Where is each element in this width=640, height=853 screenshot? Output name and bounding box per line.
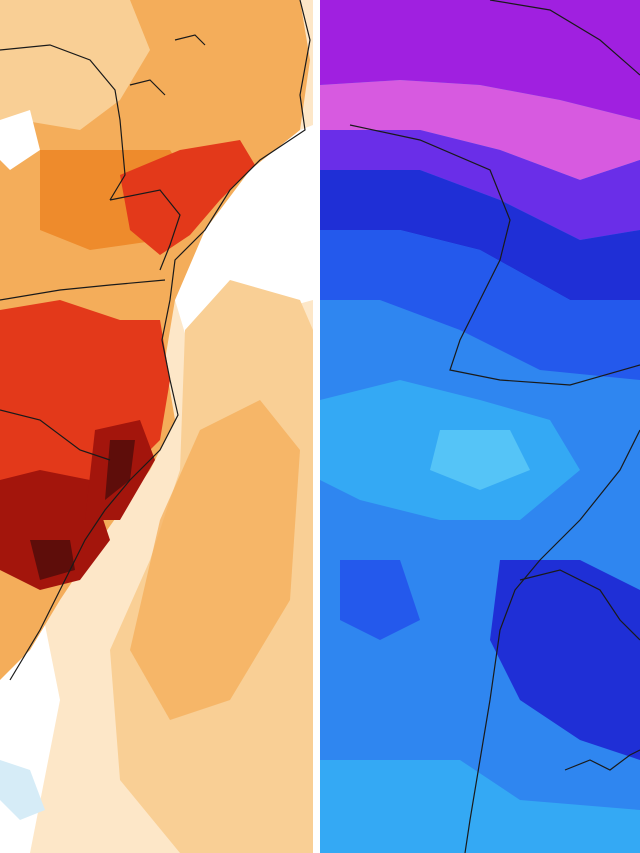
political-boundaries-right (349, 0, 640, 853)
south-dark-red (0, 470, 110, 590)
cold-anomaly-map-canvas (320, 0, 640, 853)
state-border-parana (0, 279, 166, 301)
ocean-white-zone (175, 125, 313, 350)
warm-anomaly-map-canvas (0, 0, 313, 853)
island-outline-2 (129, 79, 166, 96)
inner-border (519, 569, 640, 641)
offshore-core (130, 400, 300, 720)
country-border (349, 124, 640, 386)
pink-band (320, 80, 640, 180)
north-red-band (120, 140, 255, 255)
north-border (489, 0, 640, 76)
cold-anomaly-map (320, 0, 640, 853)
state-border-santa-catarina (0, 409, 111, 461)
panel-divider (313, 0, 320, 853)
political-boundaries (0, 0, 311, 681)
cool-patch (0, 760, 45, 820)
violet-band (320, 130, 640, 240)
west-blue-patch (340, 560, 420, 640)
max-anomaly-south (30, 540, 75, 580)
coast-fragment (564, 749, 640, 771)
state-border-north (0, 44, 126, 201)
river-border (464, 429, 640, 853)
northwest-light (0, 0, 150, 140)
bottom-cyan (320, 760, 640, 853)
max-anomaly-core (105, 440, 135, 500)
coastline (9, 0, 311, 681)
warm-anomaly-map (0, 0, 313, 853)
top-magenta-band (320, 0, 640, 120)
island-outline-1 (174, 34, 206, 46)
deep-blue-band (320, 170, 640, 300)
blue-band (320, 230, 640, 380)
state-border-central (109, 189, 181, 271)
northwest-white-patch (0, 110, 40, 170)
light-cyan-patch (430, 430, 530, 490)
southeast-deep-blue (490, 560, 640, 760)
